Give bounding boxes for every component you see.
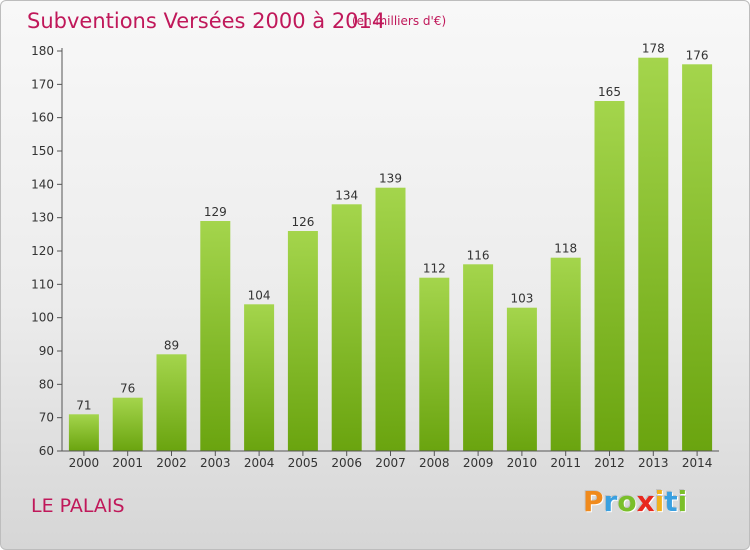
x-tick-label-2008: 2008 bbox=[419, 456, 450, 470]
x-tick-label-2003: 2003 bbox=[200, 456, 231, 470]
bar-2003[interactable] bbox=[200, 221, 231, 451]
y-tick-label: 100 bbox=[31, 311, 54, 325]
y-tick-label: 180 bbox=[31, 44, 54, 58]
logo-letter: r bbox=[603, 485, 618, 518]
y-tick-label: 170 bbox=[31, 77, 54, 91]
data-label-2010: 103 bbox=[510, 292, 533, 306]
x-tick-label-2002: 2002 bbox=[156, 456, 187, 470]
data-label-2011: 118 bbox=[554, 242, 577, 256]
bar-2008[interactable] bbox=[419, 277, 450, 451]
logo-letter: o bbox=[617, 485, 637, 518]
data-label-2005: 126 bbox=[291, 215, 314, 229]
bar-2010[interactable] bbox=[506, 307, 537, 451]
y-axis: 60 70 80 90 100 110 120 130 140 150 160 170 180 bbox=[31, 44, 63, 458]
data-label-2009: 116 bbox=[467, 248, 490, 262]
data-label-2003: 129 bbox=[204, 205, 227, 219]
bar-2013[interactable] bbox=[638, 57, 669, 451]
bar-2004[interactable] bbox=[244, 304, 275, 451]
y-tick-label: 150 bbox=[31, 144, 54, 158]
y-tick-label: 60 bbox=[39, 444, 54, 458]
data-label-2012: 165 bbox=[598, 85, 621, 99]
y-tick-label: 110 bbox=[31, 277, 54, 291]
logo-letter: t bbox=[664, 485, 678, 518]
bar-2001[interactable] bbox=[112, 397, 143, 451]
bar-2009[interactable] bbox=[463, 264, 494, 451]
data-label-2006: 134 bbox=[335, 188, 358, 202]
data-label-2004: 104 bbox=[248, 288, 271, 302]
x-tick-label-2013: 2013 bbox=[638, 456, 669, 470]
x-tick-label-2014: 2014 bbox=[682, 456, 713, 470]
logo-letter: i bbox=[654, 485, 665, 518]
data-label-2007: 139 bbox=[379, 172, 402, 186]
bar-2007[interactable] bbox=[375, 187, 406, 451]
y-tick-label: 160 bbox=[31, 111, 54, 125]
data-label-2001: 76 bbox=[120, 382, 135, 396]
commune-name: LE PALAIS bbox=[31, 495, 125, 517]
bar-2005[interactable] bbox=[287, 231, 318, 451]
y-tick-label: 120 bbox=[31, 244, 54, 258]
x-tick-label-2001: 2001 bbox=[112, 456, 143, 470]
x-axis: 2000 2001 2002 2003 2004 2005 2006 2007 2008 2009… bbox=[62, 450, 719, 470]
bar-2000[interactable] bbox=[68, 414, 99, 451]
logo-letter: x bbox=[636, 485, 655, 518]
bar-2014[interactable] bbox=[682, 64, 713, 452]
x-tick-label-2012: 2012 bbox=[594, 456, 625, 470]
data-label-2002: 89 bbox=[164, 338, 179, 352]
chart-title: Subventions Versées 2000 à 2014 bbox=[27, 9, 386, 33]
data-label-2014: 176 bbox=[686, 48, 709, 62]
bar-2006[interactable] bbox=[331, 204, 362, 451]
data-label-2013: 178 bbox=[642, 42, 665, 56]
x-tick-label-2006: 2006 bbox=[331, 456, 362, 470]
y-tick-label: 140 bbox=[31, 177, 54, 191]
logo-letter: i bbox=[677, 485, 688, 518]
x-tick-label-2007: 2007 bbox=[375, 456, 406, 470]
bar-2011[interactable] bbox=[550, 257, 581, 451]
x-tick-label-2010: 2010 bbox=[507, 456, 538, 470]
y-tick-label: 80 bbox=[39, 377, 54, 391]
chart-unit-note: (en milliers d'€) bbox=[352, 14, 447, 28]
x-tick-label-2005: 2005 bbox=[288, 456, 319, 470]
logo-letter: P bbox=[583, 485, 604, 518]
x-tick-label-2004: 2004 bbox=[244, 456, 275, 470]
bar-2002[interactable] bbox=[156, 354, 187, 451]
x-tick-label-2000: 2000 bbox=[69, 456, 100, 470]
data-label-2000: 71 bbox=[76, 398, 91, 412]
proxiti-logo[interactable]: Proxiti bbox=[583, 485, 687, 518]
x-tick-label-2011: 2011 bbox=[550, 456, 581, 470]
bar-2012[interactable] bbox=[594, 101, 625, 451]
y-tick-label: 70 bbox=[39, 411, 54, 425]
y-tick-label: 130 bbox=[31, 211, 54, 225]
y-tick-label: 90 bbox=[39, 344, 54, 358]
bars: 71 76 89 129 104 126 134 139 112 116 103 118 165 178 1… bbox=[68, 42, 713, 452]
x-tick-label-2009: 2009 bbox=[463, 456, 494, 470]
data-label-2008: 112 bbox=[423, 262, 446, 276]
